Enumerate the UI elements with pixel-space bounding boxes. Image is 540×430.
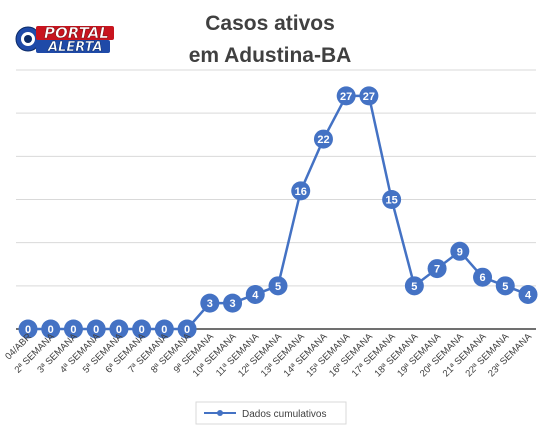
data-point (427, 259, 447, 279)
data-label: 0 (116, 324, 122, 336)
data-point (382, 190, 402, 209)
data-point (359, 86, 379, 106)
data-label: 6 (479, 272, 485, 284)
data-point (404, 276, 424, 296)
data-label: 0 (93, 324, 99, 336)
data-point (291, 181, 311, 201)
data-label: 7 (434, 264, 440, 276)
data-point (473, 267, 493, 287)
data-label: 27 (340, 91, 352, 103)
data-point (245, 284, 265, 304)
data-point (495, 276, 515, 296)
portal-alerta-logo: PORTAL ALERTA (15, 24, 114, 55)
data-label: 0 (139, 324, 145, 336)
logo-text-bottom: ALERTA (47, 40, 103, 55)
data-label: 4 (525, 289, 532, 301)
data-label: 16 (295, 186, 307, 198)
legend-label: Dados cumulativos (242, 409, 326, 420)
data-label: 0 (70, 324, 76, 336)
data-label: 15 (386, 195, 398, 207)
data-label: 0 (48, 324, 54, 336)
data-label: 0 (184, 324, 190, 336)
data-label: 5 (411, 281, 417, 293)
data-label: 3 (229, 298, 235, 310)
data-point (200, 293, 220, 313)
data-point (313, 129, 333, 149)
data-label: 22 (317, 134, 329, 146)
data-label: 0 (25, 324, 31, 336)
data-label: 0 (161, 324, 167, 336)
data-point (268, 276, 288, 296)
logo-banner-top (36, 26, 114, 40)
data-label: 9 (457, 246, 463, 258)
data-point (86, 319, 106, 339)
legend: Dados cumulativos (195, 401, 347, 425)
data-label: 27 (363, 91, 375, 103)
logo-text-top: PORTAL (44, 24, 109, 42)
data-point (41, 319, 61, 339)
data-point (18, 319, 38, 339)
data-point (109, 319, 129, 339)
data-label: 5 (502, 281, 508, 293)
series-dados-cumulativos: 0 0 0 0 0 0 0 0 3 3 4 5 16 22 27 27 15 5 7 9 6 5 4 (18, 86, 538, 339)
data-point (154, 319, 174, 339)
data-label: 4 (252, 289, 259, 301)
chart-title-line-1: Casos ativos (205, 12, 335, 35)
data-label: 5 (275, 281, 281, 293)
chart-title-line-2: em Adustina-BA (189, 44, 352, 67)
data-point (450, 241, 470, 261)
data-point (63, 319, 83, 339)
legend-box (195, 401, 347, 425)
data-point (518, 284, 538, 304)
data-label: 3 (207, 298, 213, 310)
legend-marker-swatch (217, 410, 223, 416)
logo-banner-bottom (36, 40, 110, 53)
data-point (177, 319, 197, 339)
data-point (336, 86, 356, 106)
data-point (132, 319, 152, 339)
logo-eye-pupil (24, 35, 32, 43)
data-point (223, 293, 243, 313)
